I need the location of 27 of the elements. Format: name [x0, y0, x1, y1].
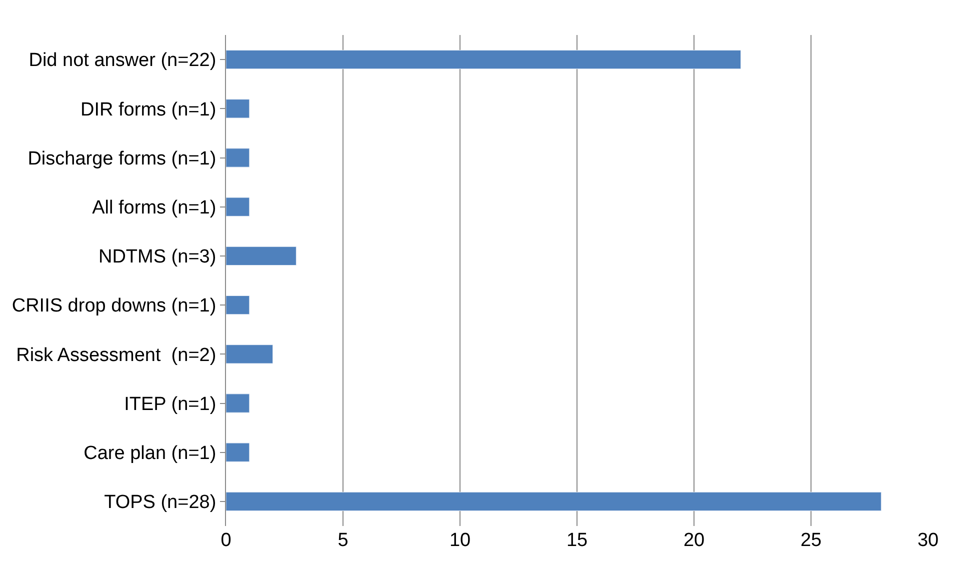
bar — [226, 344, 274, 364]
bar — [226, 148, 250, 168]
bar — [226, 394, 250, 413]
y-tick-label: Risk Assessment (n=2) — [16, 344, 216, 366]
x-tick-label: 15 — [566, 530, 588, 551]
y-tick-label: DIR forms (n=1) — [80, 99, 216, 120]
y-tick-label: TOPS (n=28) — [104, 492, 216, 514]
bar — [226, 50, 742, 70]
y-tick-label: Did not answer (n=22) — [28, 50, 216, 72]
x-tick-label: 10 — [449, 530, 471, 551]
y-tick-label: ITEP (n=1) — [124, 394, 216, 415]
bar — [226, 442, 250, 462]
y-tick-label: All forms (n=1) — [92, 198, 216, 218]
x-tick-label: 0 — [220, 530, 232, 551]
bar — [226, 99, 250, 118]
x-tick-label: 20 — [683, 530, 705, 551]
x-tick-label: 30 — [917, 530, 939, 551]
bar — [226, 295, 250, 315]
y-tick-label: CRIIS drop downs (n=1) — [12, 296, 216, 317]
x-tick-label: 5 — [338, 530, 348, 551]
y-tick-label: NDTMS (n=3) — [98, 246, 216, 268]
y-tick-label: Discharge forms (n=1) — [28, 148, 216, 170]
bar — [226, 492, 882, 512]
bar — [226, 246, 296, 266]
x-tick-label: 25 — [800, 530, 822, 551]
bar — [226, 197, 250, 216]
y-tick-label: Care plan (n=1) — [84, 443, 216, 464]
